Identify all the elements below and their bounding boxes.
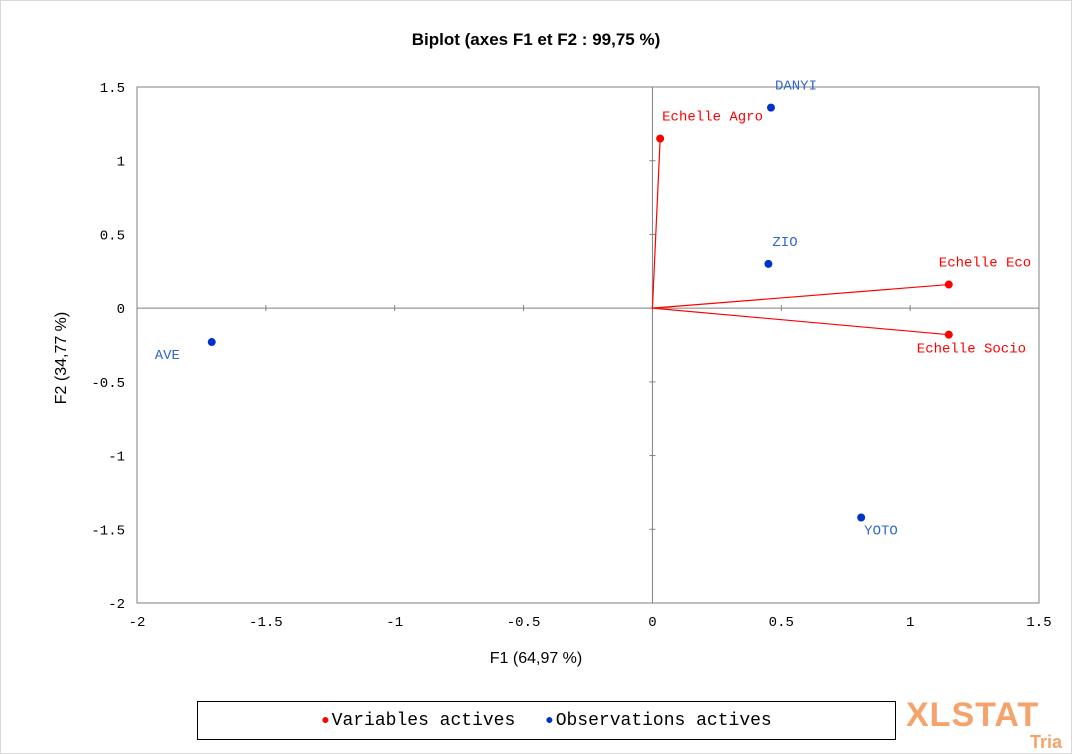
legend-item-observations: ● Observations actives [545, 711, 771, 731]
y-tick-label: 1.5 [100, 81, 125, 97]
observation-label: DANYI [775, 79, 817, 95]
observation-label: AVE [155, 348, 180, 364]
variable-point [944, 330, 953, 339]
variable-label: Echelle Socio [917, 342, 1026, 358]
x-axis-label: F1 (64,97 %) [489, 650, 583, 667]
plot-area-border [136, 86, 1040, 604]
xlstat-logo: XLSTAT Tria [906, 694, 1072, 754]
y-tick-label: 0 [117, 302, 125, 318]
y-tick-label: -1 [108, 450, 125, 466]
legend-label-variables: Variables actives [331, 710, 516, 731]
x-tick-label: 1 [906, 615, 914, 631]
observation-label: ZIO [772, 235, 797, 251]
y-tick-label: -0.5 [91, 376, 125, 392]
variable-point [656, 134, 665, 143]
variable-label: Echelle Eco [939, 256, 1031, 272]
observation-point [857, 513, 866, 522]
x-tick-label: -0.5 [507, 615, 541, 631]
y-tick-label: -2 [108, 597, 125, 613]
observation-point [764, 259, 773, 268]
vector-line [651, 138, 661, 309]
x-tick-label: 0 [648, 615, 656, 631]
y-tick-label: 0.5 [100, 228, 125, 244]
x-tick-label: -1 [386, 615, 403, 631]
y-tick-label: -1.5 [91, 523, 125, 539]
biplot-chart: -2 -1.5 -1 -0.5 0 0.5 1 1.5 -2 -1.5 -1 -0.5 0 0.5 1 1.5… [91, 79, 1051, 631]
chart-title: Biplot (axes F1 et F2 : 99,75 %) [411, 30, 661, 49]
chart-legend: ● Variables actives ● Observations activ… [197, 701, 896, 740]
x-tick-label: 1.5 [1026, 615, 1051, 631]
x-tick-label: -2 [129, 615, 146, 631]
x-tick-label: 0.5 [769, 615, 794, 631]
logo-sub-text: Tria [1030, 732, 1063, 752]
vector-line [652, 283, 949, 309]
y-axis-label: F2 (34,77 %) [53, 311, 70, 405]
observation-label: YOTO [864, 523, 898, 539]
observation-point [207, 338, 216, 347]
logo-main-text: XLSTAT [906, 696, 1040, 734]
legend-label-observations: Observations actives [555, 710, 772, 731]
legend-marker-blue: ● [545, 712, 554, 729]
variable-label: Echelle Agro [662, 110, 763, 126]
vector-line [652, 307, 949, 336]
variable-point [944, 280, 953, 289]
legend-marker-red: ● [321, 712, 330, 729]
observation-point [766, 103, 775, 112]
x-tick-label: -1.5 [249, 615, 283, 631]
legend-item-variables: ● Variables actives [321, 711, 515, 731]
y-tick-label: 1 [117, 155, 125, 171]
